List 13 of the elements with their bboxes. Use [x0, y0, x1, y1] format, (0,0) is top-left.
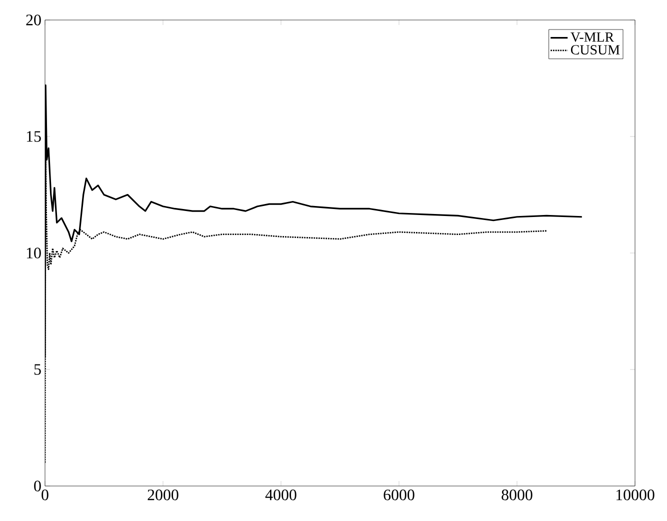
legend-label: V-MLR	[570, 32, 614, 42]
x-tick-label: 10000	[616, 490, 654, 500]
legend-label: CUSUM	[570, 45, 620, 54]
x-tick-label: 4000	[265, 490, 296, 500]
y-tick-label: 0	[34, 480, 41, 492]
y-tick-label: 20	[26, 14, 41, 26]
y-tick-label: 15	[26, 131, 41, 142]
x-tick-label: 2000	[148, 490, 178, 500]
y-tick-label: 10	[26, 248, 41, 258]
x-tick-label: 6000	[384, 490, 414, 500]
y-tick-label: 5	[34, 364, 41, 375]
x-tick-label: 8000	[502, 490, 532, 500]
x-tick-label: 0	[42, 490, 48, 500]
